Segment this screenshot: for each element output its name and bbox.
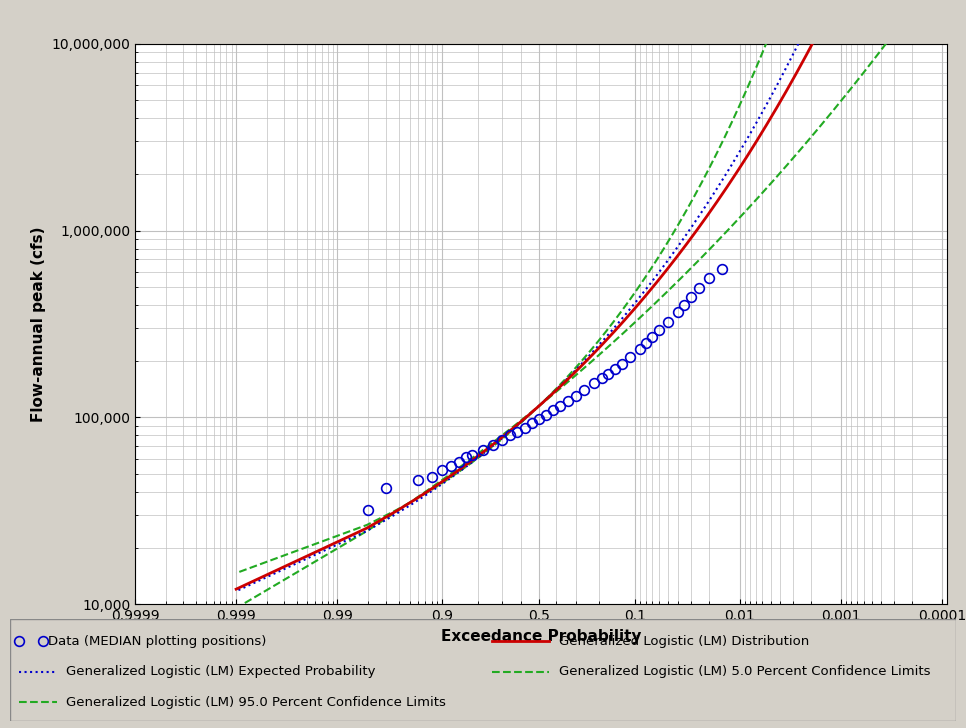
Text: Generalized Logistic (LM) 95.0 Percent Confidence Limits: Generalized Logistic (LM) 95.0 Percent C…: [67, 696, 446, 709]
Text: Generalized Logistic (LM) 5.0 Percent Confidence Limits: Generalized Logistic (LM) 5.0 Percent Co…: [558, 665, 930, 678]
Text: Data (MEDIAN plotting positions): Data (MEDIAN plotting positions): [47, 635, 266, 648]
Text: Generalized Logistic (LM) Distribution: Generalized Logistic (LM) Distribution: [558, 635, 809, 648]
X-axis label: Exceedance Probability: Exceedance Probability: [440, 629, 641, 644]
Y-axis label: Flow-annual peak (cfs): Flow-annual peak (cfs): [31, 226, 46, 422]
Text: Generalized Logistic (LM) Expected Probability: Generalized Logistic (LM) Expected Proba…: [67, 665, 376, 678]
